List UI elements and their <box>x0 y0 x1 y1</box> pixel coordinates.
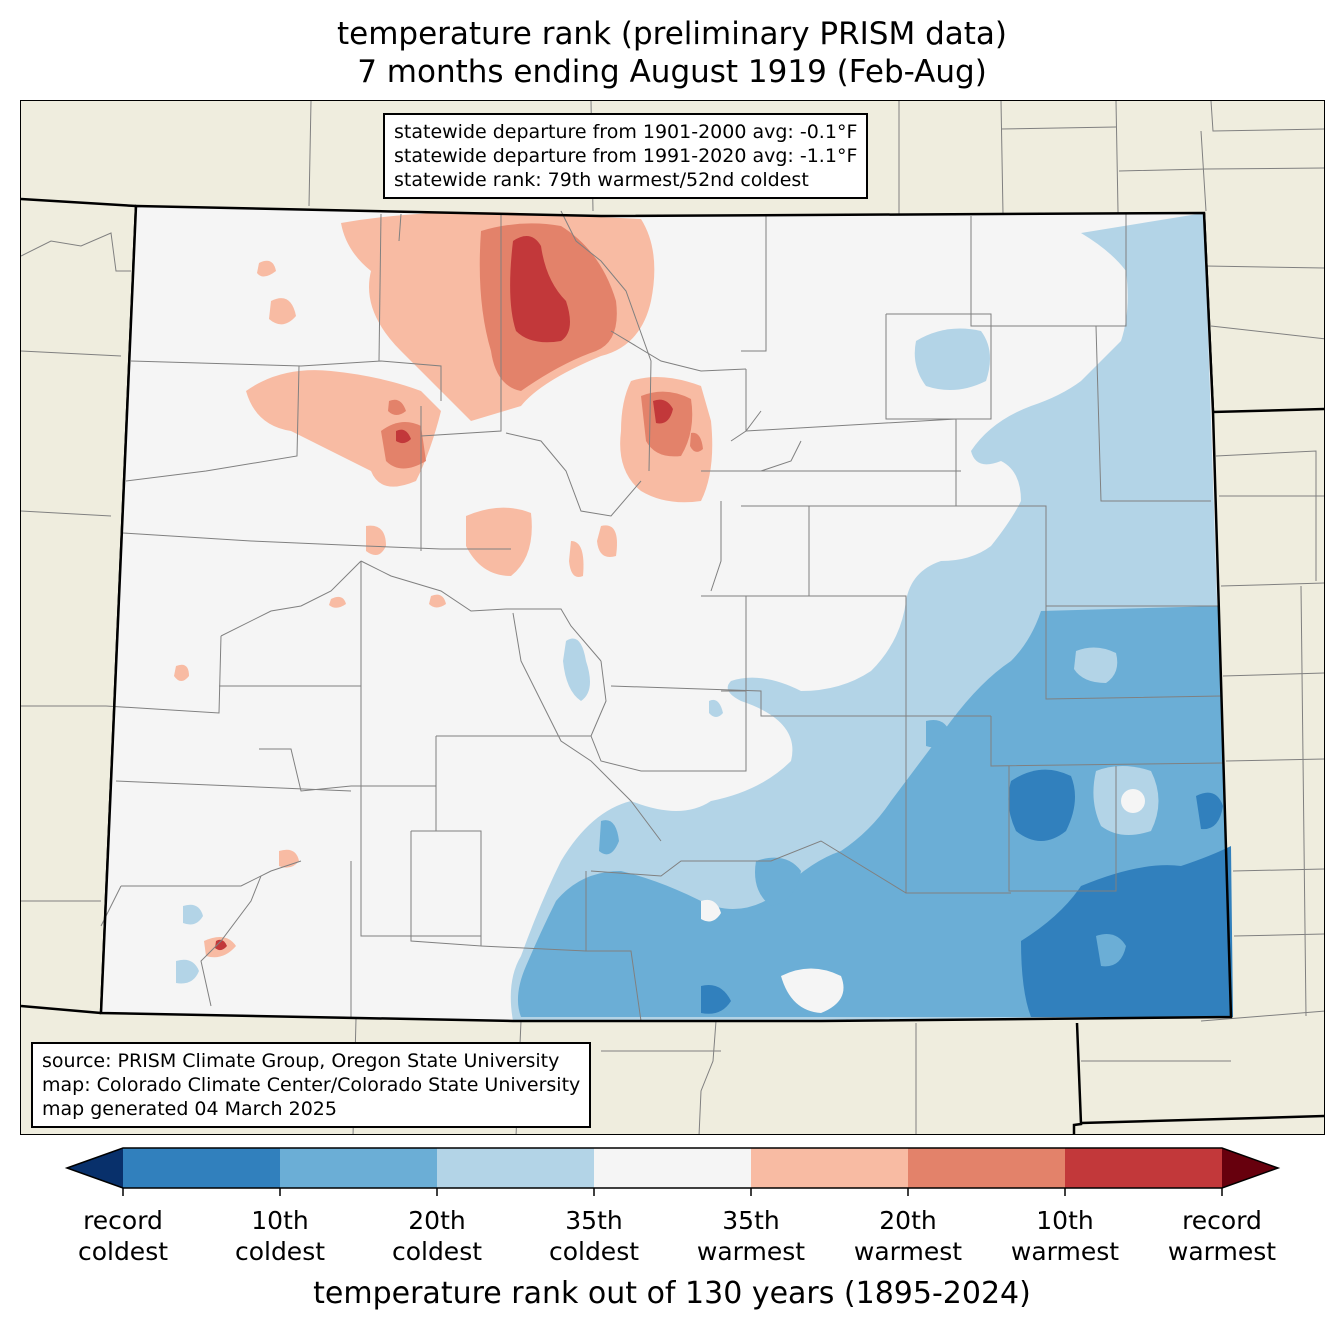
colorbar-extend-right <box>1222 1148 1278 1188</box>
stats-departure-1991-2020: statewide departure from 1991-2020 avg: … <box>394 145 858 167</box>
source-line-3: map generated 04 March 2025 <box>42 1098 337 1120</box>
tick-label-line-2: warmest <box>1010 1237 1120 1266</box>
source-line-2: map: Colorado Climate Center/Colorado St… <box>42 1074 581 1096</box>
statewide-stats-box: statewide departure from 1901-2000 avg: … <box>383 113 869 199</box>
colorbar-tick-label: 20th warmest <box>828 1205 988 1267</box>
colorbar-title: temperature rank out of 130 years (1895-… <box>313 1276 1031 1311</box>
colorbar-extend-left <box>67 1148 123 1188</box>
tick-label-line-2: coldest <box>391 1237 483 1266</box>
colorbar-tick-label: 10th coldest <box>200 1205 360 1267</box>
tick-label-line-1: record <box>83 1206 163 1235</box>
tick-label-line-2: warmest <box>853 1237 963 1266</box>
tick-label-line-1: 35th <box>722 1206 780 1235</box>
colorbar-tick-label: 35th coldest <box>514 1205 674 1267</box>
map-frame <box>20 100 1325 1135</box>
colorbar-segment <box>280 1148 438 1188</box>
source-box: source: PRISM Climate Group, Oregon Stat… <box>31 1042 592 1128</box>
colorbar-tick-label: 10th warmest <box>985 1205 1145 1267</box>
colorbar-tick-label: 35th warmest <box>671 1205 831 1267</box>
colorado-map <box>21 101 1324 1134</box>
tick-label-line-2: warmest <box>696 1237 806 1266</box>
colorbar <box>64 1147 1281 1196</box>
tick-label-line-2: warmest <box>1167 1237 1277 1266</box>
colorbar-tick-label: record coldest <box>43 1205 203 1267</box>
colorado-border <box>99 204 1233 1023</box>
tick-label-line-1: 35th <box>565 1206 623 1235</box>
colorbar-segment <box>751 1148 909 1188</box>
anomaly-holes <box>701 647 1159 1013</box>
tick-label-line-2: coldest <box>77 1237 169 1266</box>
source-line-1: source: PRISM Climate Group, Oregon Stat… <box>42 1050 560 1072</box>
colorbar-segment <box>123 1148 281 1188</box>
tick-label-line-1: 20th <box>879 1206 937 1235</box>
tick-label-line-1: 20th <box>408 1206 466 1235</box>
county-lines <box>100 210 1224 1022</box>
cold-10th-areas <box>701 769 1233 1017</box>
colorbar-segment <box>437 1148 595 1188</box>
stats-rank: statewide rank: 79th warmest/52nd coldes… <box>394 169 809 191</box>
map-title-line-1: temperature rank (preliminary PRISM data… <box>336 16 1007 52</box>
cold-20th-areas <box>517 606 1231 1017</box>
tick-label-line-2: coldest <box>548 1237 640 1266</box>
tick-label-line-1: record <box>1182 1206 1262 1235</box>
colorbar-segment <box>594 1148 752 1188</box>
colorbar-segment <box>1065 1148 1223 1188</box>
tick-label-line-2: coldest <box>234 1237 326 1266</box>
stats-departure-1901-2000: statewide departure from 1901-2000 avg: … <box>394 121 858 143</box>
colorbar-segment <box>908 1148 1066 1188</box>
colorbar-tick-label: record warmest <box>1142 1205 1302 1267</box>
colorbar-tick-label: 20th coldest <box>357 1205 517 1267</box>
warm-10th-areas <box>215 236 673 951</box>
tick-label-line-1: 10th <box>251 1206 309 1235</box>
tick-label-line-1: 10th <box>1036 1206 1094 1235</box>
map-title-line-2: 7 months ending August 1919 (Feb-Aug) <box>357 54 987 90</box>
